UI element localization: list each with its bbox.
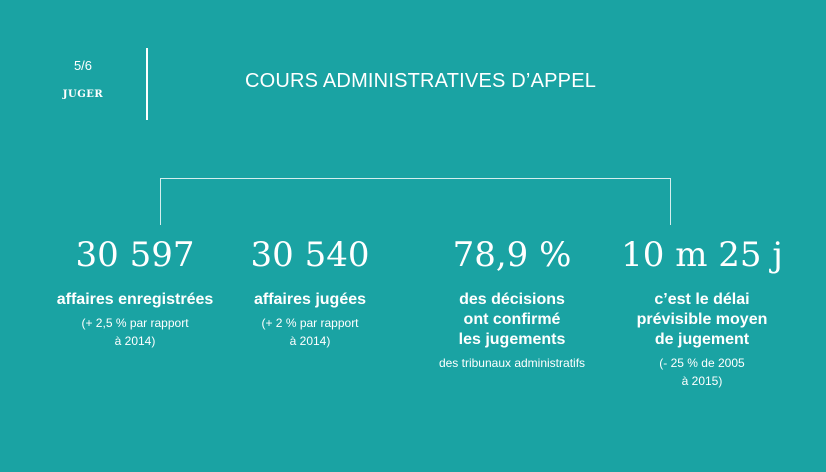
stat-note: (+ 2,5 % par rapport à 2014) [81,316,189,348]
stat-description: affaires enregistrées [56,291,214,308]
stat-note: (+ 2 % par rapport à 2014) [261,316,359,348]
stat-confirmed-decisions: 78,9 % des décisions ont confirmé les juge… [412,232,612,372]
stat-number: 30 540 [250,235,370,275]
stat-number: 30 597 [75,235,195,275]
page-title: COURS ADMINISTRATIVES D’APPEL [245,70,597,92]
stat-judgment-delay: 10 m 25 j c’est le délai prévisible moyen… [612,232,792,390]
stat-cases-registered: 30 597 affaires enregistrées (+ 2,5 % pa… [30,232,240,350]
section-label: JUGER [62,89,104,100]
stat-note: des tribunaux administratifs [438,356,586,370]
stat-number: 10 m 25 j [621,235,783,275]
stat-cases-judged: 30 540 affaires jugées (+ 2 % par rappor… [215,232,405,350]
vertical-divider [146,48,148,120]
stat-description: c’est le délai prévisible moyen de jugemen… [636,291,768,348]
stat-description: affaires jugées [253,291,367,308]
stat-description: des décisions ont confirmé les jugements [458,291,566,348]
stat-number: 78,9 % [452,235,572,275]
grouping-bracket [160,178,671,225]
stat-note: (- 25 % de 2005 à 2015) [659,356,745,388]
page-number: 5/6 [73,58,93,73]
